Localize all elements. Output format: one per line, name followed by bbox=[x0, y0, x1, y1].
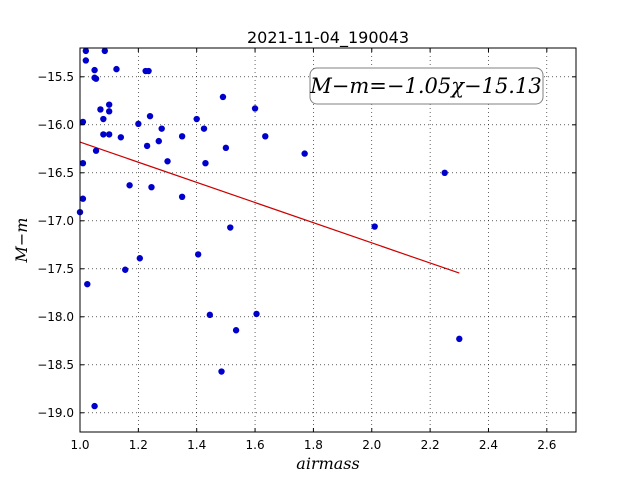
y-tick-label: −17.0 bbox=[37, 214, 74, 228]
data-point bbox=[105, 131, 113, 138]
data-point bbox=[178, 193, 186, 200]
data-point bbox=[117, 134, 125, 141]
data-point bbox=[82, 57, 90, 64]
y-tick-label: −18.0 bbox=[37, 310, 74, 324]
data-point bbox=[82, 47, 90, 55]
data-point bbox=[101, 47, 109, 55]
data-point bbox=[227, 224, 234, 231]
data-point bbox=[219, 93, 227, 101]
y-tick-label: −16.5 bbox=[37, 166, 74, 180]
data-point bbox=[92, 75, 100, 82]
data-point bbox=[202, 160, 209, 167]
data-point bbox=[92, 147, 100, 154]
x-tick-label: 2.4 bbox=[479, 438, 498, 452]
fit-equation-frame bbox=[309, 67, 544, 105]
plot-frame bbox=[79, 47, 577, 433]
data-point bbox=[371, 223, 378, 230]
data-point bbox=[79, 195, 87, 202]
y-tick-label: −19.0 bbox=[37, 406, 74, 420]
data-point bbox=[158, 125, 165, 132]
y-tick-label: −17.5 bbox=[37, 262, 74, 276]
y-tick-label: −18.5 bbox=[37, 358, 74, 372]
chart-title: 2021-11-04_190043 bbox=[247, 28, 409, 48]
fit-line-group bbox=[79, 141, 460, 274]
x-tick-label: 2.2 bbox=[421, 438, 440, 452]
data-point bbox=[91, 66, 98, 74]
x-tick-label: 2.0 bbox=[362, 438, 381, 452]
x-tick-label: 2.6 bbox=[537, 438, 556, 452]
data-point bbox=[164, 158, 171, 165]
data-point bbox=[91, 402, 98, 410]
data-point bbox=[194, 251, 202, 258]
data-point bbox=[206, 311, 214, 319]
data-point bbox=[193, 115, 200, 123]
grid-lines bbox=[79, 48, 576, 432]
x-tick-label: 1.6 bbox=[246, 438, 265, 452]
y-tick-label: −16.0 bbox=[37, 118, 74, 132]
data-point bbox=[136, 255, 144, 262]
data-point bbox=[155, 137, 162, 145]
data-point bbox=[84, 280, 91, 288]
x-tick-label: 1.8 bbox=[304, 438, 323, 452]
data-point bbox=[146, 112, 154, 120]
data-point bbox=[145, 67, 152, 75]
x-tick-label: 1.0 bbox=[70, 438, 89, 452]
fit-equation-text: M−m=−1.05χ−15.13 bbox=[309, 74, 541, 98]
data-point bbox=[262, 133, 269, 140]
data-point bbox=[218, 368, 225, 375]
data-point bbox=[222, 144, 230, 152]
data-point bbox=[456, 335, 463, 343]
data-point bbox=[200, 125, 208, 132]
y-axis-label: M−m bbox=[12, 218, 31, 264]
fit-line bbox=[79, 141, 460, 274]
fit-equation-box: M−m=−1.05χ−15.13 bbox=[309, 67, 544, 105]
data-point bbox=[301, 150, 308, 157]
data-point bbox=[126, 182, 133, 189]
data-point bbox=[100, 131, 107, 138]
data-point bbox=[148, 184, 155, 191]
data-point bbox=[143, 142, 151, 150]
data-point bbox=[79, 160, 87, 167]
data-point bbox=[178, 133, 186, 140]
x-tick-label: 1.2 bbox=[129, 438, 148, 452]
data-point bbox=[113, 65, 120, 73]
x-tick-label: 1.4 bbox=[187, 438, 206, 452]
data-point bbox=[122, 266, 129, 273]
x-axis-label: airmass bbox=[296, 454, 359, 473]
data-points bbox=[76, 47, 463, 410]
data-point bbox=[97, 106, 104, 113]
data-point bbox=[79, 118, 87, 126]
data-point bbox=[253, 310, 260, 318]
data-point bbox=[232, 327, 240, 334]
data-point bbox=[100, 115, 107, 123]
data-point bbox=[251, 105, 259, 112]
plot-area bbox=[80, 48, 576, 432]
data-point bbox=[105, 108, 113, 115]
data-point bbox=[105, 101, 113, 108]
axis-ticks: 1.0 1.2 1.4 1.6 1.8 2.0 2.2 2.4 2.6 −15.5 −16.0 −16… bbox=[37, 48, 576, 452]
data-point bbox=[441, 169, 448, 176]
y-tick-label: −15.5 bbox=[37, 70, 74, 84]
data-point bbox=[135, 120, 142, 128]
